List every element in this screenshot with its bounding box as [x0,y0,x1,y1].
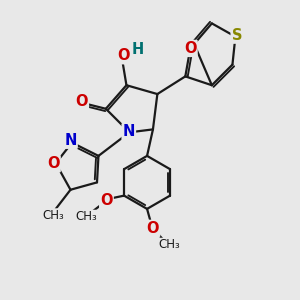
Text: O: O [75,94,88,109]
Text: O: O [47,156,60,171]
Text: CH₃: CH₃ [75,210,97,223]
Text: CH₃: CH₃ [42,209,64,222]
Text: CH₃: CH₃ [159,238,181,251]
Text: N: N [64,133,77,148]
Text: H: H [132,42,144,57]
Text: O: O [184,41,196,56]
Text: O: O [100,193,113,208]
Text: O: O [117,48,130,63]
Text: S: S [232,28,242,43]
Text: O: O [147,221,159,236]
Text: N: N [123,124,135,139]
